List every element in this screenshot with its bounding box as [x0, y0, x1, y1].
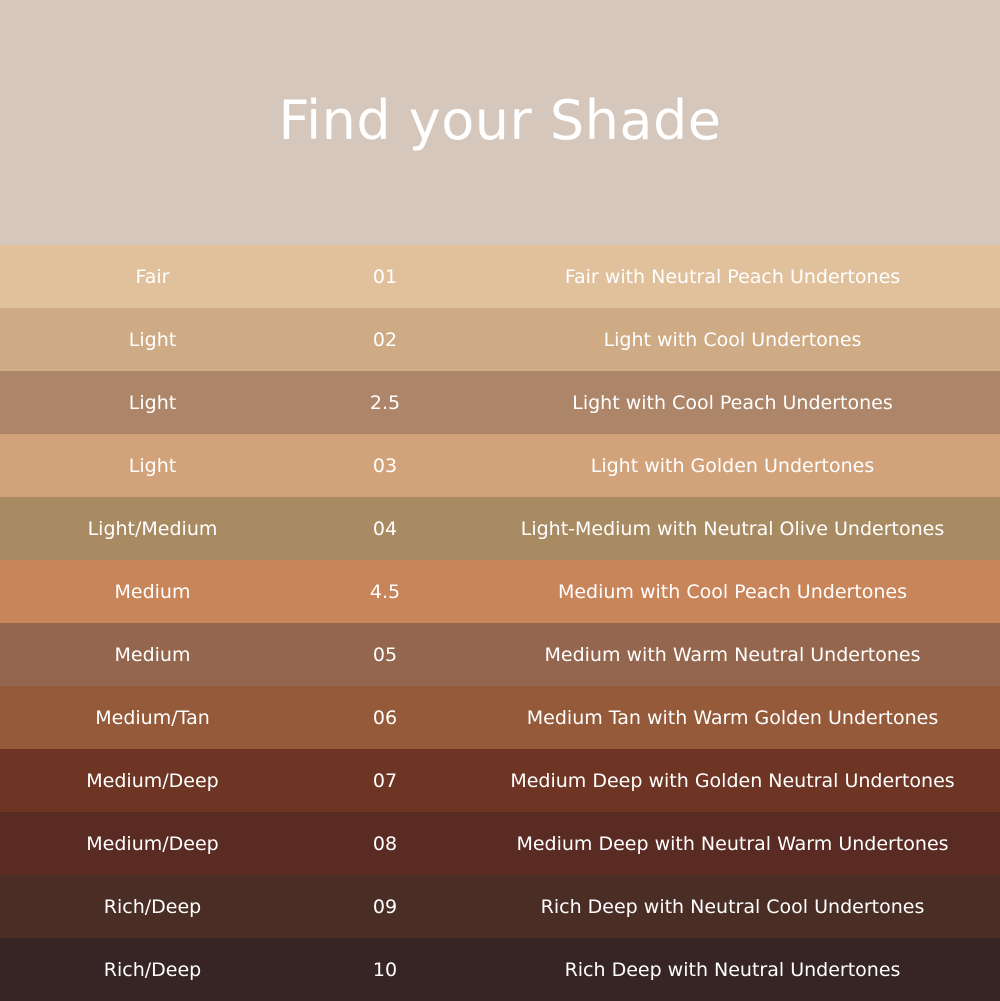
shade-row: Medium/Tan 06 Medium Tan with Warm Golden …	[0, 686, 1000, 749]
shade-tone: Light	[128, 454, 177, 477]
shade-description: Light-Medium with Neutral Olive Underton…	[520, 517, 945, 540]
shade-row: Medium/Deep 07 Medium Deep with Golden Neu…	[0, 749, 1000, 812]
shade-number: 4.5	[369, 580, 401, 603]
shade-number: 01	[372, 265, 398, 288]
shade-row: Medium/Deep 08 Medium Deep with Neutral Wa…	[0, 812, 1000, 875]
shade-number: 2.5	[369, 391, 401, 414]
shade-tone: Medium/Deep	[86, 769, 219, 792]
page-title: Find your Shade	[278, 88, 722, 152]
shade-row: Fair 01 Fair with Neutral Peach Undertones	[0, 245, 1000, 308]
shade-tone: Rich/Deep	[103, 958, 202, 981]
shade-description: Rich Deep with Neutral Cool Undertones	[540, 895, 925, 918]
shade-tone: Medium/Tan	[95, 706, 210, 729]
shade-description: Rich Deep with Neutral Undertones	[564, 958, 901, 981]
shade-row: Light 02 Light with Cool Undertones	[0, 308, 1000, 371]
shade-number: 07	[372, 769, 398, 792]
shade-row: Light 2.5 Light with Cool Peach Undertones	[0, 371, 1000, 434]
shade-description: Medium Deep with Golden Neutral Underton…	[510, 769, 955, 792]
shade-tone: Light	[128, 328, 177, 351]
shade-number: 02	[372, 328, 398, 351]
shade-tone: Light/Medium	[87, 517, 218, 540]
shade-tone: Medium	[114, 643, 191, 666]
shade-tone: Fair	[135, 265, 170, 288]
shade-table: Fair 01 Fair with Neutral Peach Undertones…	[0, 245, 1000, 1001]
shade-tone: Rich/Deep	[103, 895, 202, 918]
shade-description: Medium Deep with Neutral Warm Undertones	[516, 832, 949, 855]
shade-description: Medium with Cool Peach Undertones	[557, 580, 908, 603]
shade-description: Light with Golden Undertones	[590, 454, 875, 477]
shade-row: Medium 4.5 Medium with Cool Peach Underton…	[0, 560, 1000, 623]
shade-number: 04	[372, 517, 398, 540]
shade-description: Light with Cool Peach Undertones	[572, 391, 893, 414]
shade-number: 05	[372, 643, 398, 666]
shade-number: 06	[372, 706, 398, 729]
shade-tone: Medium	[114, 580, 191, 603]
shade-tone: Light	[128, 391, 177, 414]
shade-number: 08	[372, 832, 398, 855]
shade-description: Medium Tan with Warm Golden Undertones	[526, 706, 939, 729]
shade-description: Light with Cool Undertones	[603, 328, 862, 351]
shade-row: Light 03 Light with Golden Undertones	[0, 434, 1000, 497]
shade-tone: Medium/Deep	[86, 832, 219, 855]
shade-row: Medium 05 Medium with Warm Neutral Underto…	[0, 623, 1000, 686]
shade-description: Fair with Neutral Peach Undertones	[564, 265, 901, 288]
shade-number: 10	[372, 958, 398, 981]
header-banner: Find your Shade	[0, 0, 1000, 245]
shade-row: Rich/Deep 10 Rich Deep with Neutral Undert…	[0, 938, 1000, 1001]
shade-number: 03	[372, 454, 398, 477]
shade-number: 09	[372, 895, 398, 918]
shade-row: Light/Medium 04 Light-Medium with Neutral …	[0, 497, 1000, 560]
shade-description: Medium with Warm Neutral Undertones	[544, 643, 921, 666]
shade-row: Rich/Deep 09 Rich Deep with Neutral Cool U…	[0, 875, 1000, 938]
